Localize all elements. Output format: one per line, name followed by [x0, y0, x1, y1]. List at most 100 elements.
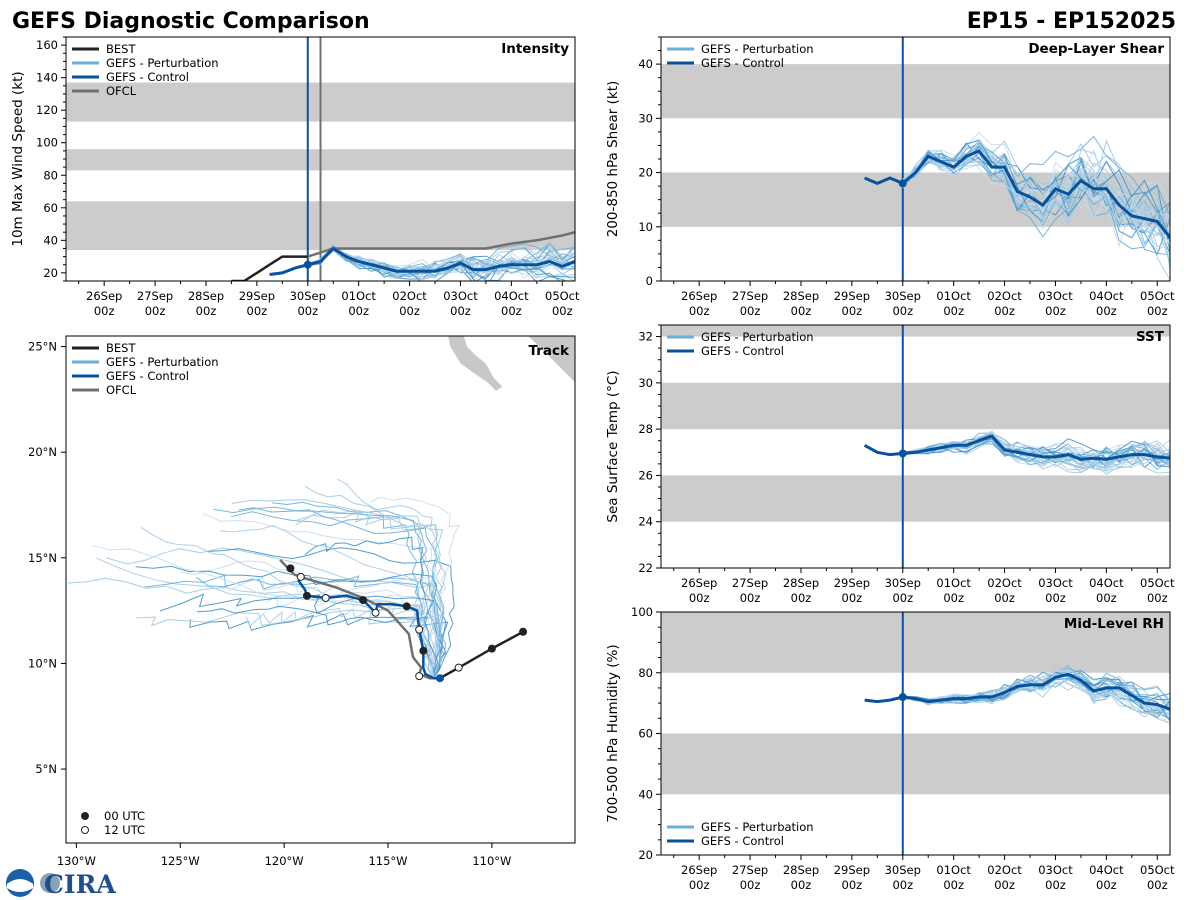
- mainland-mexico-land: [528, 336, 575, 383]
- track-perturbation-member-15: [195, 576, 447, 679]
- track-best-marker: [454, 663, 463, 672]
- intensity-ytick-label: 140: [36, 71, 58, 85]
- rh-xtick-day: 04Oct: [1089, 863, 1124, 877]
- intensity-xtick-day: 28Sep: [188, 289, 224, 303]
- sst-xtick-day: 30Sep: [885, 576, 921, 590]
- shear-xtick-hour: 00z: [1096, 304, 1117, 318]
- track-perturbation-member-25: [213, 506, 444, 679]
- shear-xtick-day: 05Oct: [1140, 289, 1175, 303]
- rh-ytick-label: 80: [638, 666, 653, 680]
- rh-ytick-label: 100: [631, 605, 653, 619]
- sst-frame: [660, 324, 1171, 569]
- shear-xtick-hour: 00z: [740, 304, 761, 318]
- intensity-xtick-hour: 00z: [348, 304, 369, 318]
- track-initial-position-marker: [435, 674, 444, 683]
- rh-xtick-hour: 00z: [943, 878, 964, 892]
- shear-series-control: [864, 149, 1170, 239]
- legend-label-gefs-perturbation: GEFS - Perturbation: [106, 355, 219, 369]
- intensity-xtick-hour: 00z: [552, 304, 573, 318]
- rh-perturbation-member-24: [902, 674, 1170, 718]
- sst-ytick-label: 30: [638, 376, 653, 390]
- track-marker-12utc: [415, 672, 424, 681]
- shear-xtick-hour: 00z: [943, 304, 964, 318]
- intensity-ytick-label: 80: [43, 168, 58, 182]
- shear-xtick-day: 01Oct: [936, 289, 971, 303]
- sst-xtick-day: 04Oct: [1089, 576, 1124, 590]
- track-perturbation-member-1: [67, 577, 439, 679]
- rh-xtick-hour: 00z: [1147, 878, 1168, 892]
- intensity-ytick-label: 120: [36, 103, 58, 117]
- track-marker-00utc: [302, 591, 311, 600]
- sst-xtick-hour: 00z: [1045, 591, 1066, 605]
- track-marker-12utc: [371, 608, 380, 617]
- legend-label-gefs-perturbation: GEFS - Perturbation: [701, 820, 814, 834]
- sst-panel: 22242628303226Sep00z27Sep00z28Sep00z29Se…: [605, 324, 1175, 605]
- intensity-xtick-day: 01Oct: [341, 289, 376, 303]
- sst-xtick-hour: 00z: [740, 591, 761, 605]
- intensity-xtick-day: 04Oct: [494, 289, 529, 303]
- rh-band-0: [661, 733, 1170, 795]
- rh-init-marker: [898, 693, 907, 702]
- legend-label-gefs-control: GEFS - Control: [701, 56, 784, 70]
- track-perturbation-member-6: [106, 547, 439, 679]
- rh-ytick-label: 20: [638, 848, 653, 862]
- shear-init-marker: [898, 179, 907, 188]
- track-marker-12utc: [321, 593, 330, 602]
- track-panel: 130°W 125°W 120°W 115°W 110°W 5°N 10°N 15°N 20°N…: [28, 335, 576, 868]
- shear-ytick-label: 40: [638, 57, 653, 71]
- track-frame: [65, 335, 576, 844]
- shear-xtick-day: 03Oct: [1038, 289, 1073, 303]
- sst-plot-area: [863, 325, 1170, 568]
- noaa-wave-icon: [7, 879, 33, 892]
- intensity-ytick-label: 160: [36, 38, 58, 52]
- sst-xtick-day: 05Oct: [1140, 576, 1175, 590]
- shear-ytick-label: 10: [638, 220, 653, 234]
- shear-perturbation-member-25: [902, 135, 1170, 217]
- track-xtick-label: 110°W: [472, 854, 511, 868]
- sst-xtick-hour: 00z: [994, 591, 1015, 605]
- legend-label-gefs-control: GEFS - Control: [701, 834, 784, 848]
- rh-xtick-day: 29Sep: [834, 863, 870, 877]
- shear-xtick-day: 28Sep: [783, 289, 819, 303]
- rh-xtick-hour: 00z: [892, 878, 913, 892]
- baja-land-mass: [448, 336, 503, 391]
- rh-xtick-day: 03Oct: [1038, 863, 1073, 877]
- rh-series-control: [864, 672, 1170, 711]
- rh-xtick-hour: 00z: [791, 878, 812, 892]
- sst-xtick-day: 29Sep: [834, 576, 870, 590]
- rh-xtick-hour: 00z: [842, 878, 863, 892]
- sst-xtick-hour: 00z: [842, 591, 863, 605]
- sst-xtick-day: 28Sep: [783, 576, 819, 590]
- shear-xtick-day: 26Sep: [681, 289, 717, 303]
- rh-xtick-hour: 00z: [689, 878, 710, 892]
- track-ytick-label: 5°N: [35, 762, 57, 776]
- track-best-marker: [519, 627, 528, 636]
- track-xtick-label: 125°W: [161, 854, 200, 868]
- track-ytick-label: 15°N: [28, 551, 57, 565]
- intensity-perturbation-member-23: [307, 247, 561, 281]
- sst-ytick-label: 24: [638, 515, 653, 529]
- intensity-xtick-day: 03Oct: [443, 289, 478, 303]
- track-perturbation-member-28: [159, 593, 439, 679]
- shear-ytick-label: 0: [646, 274, 653, 288]
- intensity-xtick-day: 29Sep: [239, 289, 275, 303]
- shear-ytick-label: 30: [638, 111, 653, 125]
- sst-y-axis-label: Sea Surface Temp (°C): [605, 370, 621, 522]
- rh-perturbation-member-29: [902, 666, 1170, 709]
- sst-series-control: [863, 434, 1170, 461]
- storm-id-title: EP15 - EP152025: [967, 9, 1176, 34]
- shear-xtick-hour: 00z: [892, 304, 913, 318]
- track-perturbation-member-27: [228, 576, 435, 679]
- intensity-ytick-label: 100: [36, 136, 58, 150]
- rh-xtick-hour: 00z: [1096, 878, 1117, 892]
- track-marker-12utc: [296, 572, 305, 581]
- cira-globe-icon: [40, 873, 60, 893]
- track-xtick-label: 115°W: [368, 854, 407, 868]
- legend-marker-00utc: [81, 812, 89, 820]
- track-perturbation-member-17: [92, 545, 445, 679]
- legend-label-gefs-control: GEFS - Control: [106, 70, 189, 84]
- sst-xtick-hour: 00z: [1147, 591, 1168, 605]
